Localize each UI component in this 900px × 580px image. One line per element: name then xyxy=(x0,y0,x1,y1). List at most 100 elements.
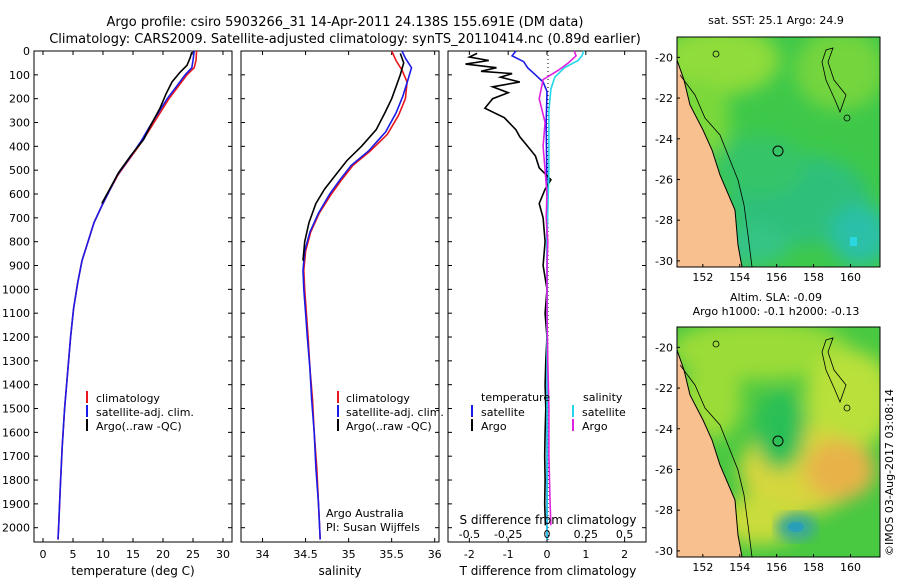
x-tick-label: 35.5 xyxy=(379,548,404,561)
annotation-argo-australia: Argo Australia xyxy=(326,507,404,520)
lat-tick-label: -20 xyxy=(655,51,673,64)
lat-tick-label: -24 xyxy=(655,423,673,436)
legend-label-t-satellite: satellite xyxy=(481,406,525,419)
legend-swatch-satellite xyxy=(337,405,339,417)
lat-tick-label: -20 xyxy=(655,341,673,354)
x-tick-label: 36 xyxy=(428,548,442,561)
x-tick-label: -1 xyxy=(503,548,514,561)
s-tick-label: -0.5 xyxy=(459,528,480,541)
legend-swatch-climatology xyxy=(337,391,339,403)
legend-label-s-argo: Argo xyxy=(582,420,608,433)
x-tick-label: 0 xyxy=(40,548,47,561)
salinity-x-axis: 34 34.5 35 35.5 36 xyxy=(241,50,442,561)
temperature-series xyxy=(57,50,198,540)
x-tick-label: 35 xyxy=(342,548,356,561)
title-line-1: Argo profile: csiro 5903266_31 14-Apr-20… xyxy=(107,15,584,30)
y-tick-label: 0 xyxy=(23,45,30,58)
lon-tick-label: 156 xyxy=(766,271,787,284)
imos-credit: ©IMOS 03-Aug-2017 03:08:14 xyxy=(883,389,896,556)
sst-map-title: sat. SST: 25.1 Argo: 24.9 xyxy=(708,14,844,27)
lon-tick-label: 160 xyxy=(840,271,861,284)
legend-label-satellite: satellite-adj. clim. xyxy=(346,406,444,419)
series-satellite-adj-clim- xyxy=(57,50,195,540)
salinity-axes-box xyxy=(240,50,440,543)
difference-legend: temperature satellite Argo salinity sate… xyxy=(471,391,626,433)
legend-label-satellite: satellite-adj. clim. xyxy=(96,406,194,419)
x-tick-label: 5 xyxy=(70,548,77,561)
x-tick-label: 25 xyxy=(186,548,200,561)
y-tick-label: 1800 xyxy=(2,474,30,487)
sla-map-title-1: Altim. SLA: -0.09 xyxy=(730,291,822,304)
lon-tick-label: 152 xyxy=(692,561,713,574)
series-climatology xyxy=(57,50,198,540)
lat-tick-label: -30 xyxy=(655,255,673,268)
lat-tick-label: -24 xyxy=(655,133,673,146)
salinity-panel: 34 34.5 35 35.5 36 salinity climatology sate… xyxy=(240,50,444,578)
salinity-legend: climatology satellite-adj. clim. Argo(..… xyxy=(337,391,444,433)
lon-tick-label: 156 xyxy=(766,561,787,574)
temperature-xlabel: temperature (deg C) xyxy=(71,564,194,578)
s-tick-label: 0 xyxy=(544,528,551,541)
lat-tick-label: -26 xyxy=(655,173,673,186)
y-tick-label: 900 xyxy=(9,260,30,273)
lat-tick-label: -22 xyxy=(655,92,673,105)
x-tick-label: 1 xyxy=(582,548,589,561)
legend-title-salinity: salinity xyxy=(583,391,623,404)
series-s-argo xyxy=(538,50,578,526)
y-tick-label: 1700 xyxy=(2,450,30,463)
lon-tick-label: 154 xyxy=(729,271,750,284)
s-tick-label: 0.5 xyxy=(616,528,634,541)
difference-panel: -2 -1 0 1 2 S difference from climatology -0… xyxy=(447,50,647,578)
annotation-pi: PI: Susan Wijffels xyxy=(326,521,420,534)
salinity-xlabel: salinity xyxy=(318,564,361,578)
s-difference-ticks: -0.5 -0.25 0 0.25 0.5 xyxy=(459,528,634,541)
y-tick-label: 600 xyxy=(9,188,30,201)
x-tick-label: -2 xyxy=(464,548,475,561)
lat-tick-label: -28 xyxy=(655,504,673,517)
x-tick-label: 15 xyxy=(126,548,140,561)
y-tick-label: 200 xyxy=(9,93,30,106)
legend-swatch-argo xyxy=(337,419,339,431)
temperature-panel: 0100200300400500600700800900100011001200… xyxy=(2,45,233,578)
t-difference-label: T difference from climatology xyxy=(459,564,637,578)
s-tick-label: -0.25 xyxy=(494,528,522,541)
legend-swatch-t-satellite xyxy=(471,405,473,417)
y-tick-label: 2000 xyxy=(2,522,30,535)
y-tick-label: 1300 xyxy=(2,355,30,368)
argo-location-marker xyxy=(772,435,784,447)
legend-swatch-argo xyxy=(86,419,88,431)
legend-swatch-s-satellite xyxy=(572,405,574,417)
series-argo-raw-qc- xyxy=(302,53,405,261)
y-tick-label: 300 xyxy=(9,117,30,130)
series-climatology xyxy=(302,50,408,540)
sla-map-title-2: Argo h1000: -0.1 h2000: -0.13 xyxy=(693,305,860,318)
lon-tick-label: 154 xyxy=(729,561,750,574)
x-tick-label: 0 xyxy=(544,548,551,561)
series-satellite-adj-clim- xyxy=(302,50,413,540)
x-tick-label: 30 xyxy=(216,548,230,561)
legend-label-argo: Argo(..raw -QC) xyxy=(96,420,182,433)
y-tick-label: 500 xyxy=(9,164,30,177)
australia-land xyxy=(677,37,742,267)
x-tick-label: 34.5 xyxy=(293,548,318,561)
s-difference-label: S difference from climatology xyxy=(460,513,637,527)
sst-map: sat. SST: 25.1 Argo: 24.9 152 154 156 158 16 xyxy=(655,14,881,284)
y-tick-label: 1400 xyxy=(2,379,30,392)
legend-label-argo: Argo(..raw -QC) xyxy=(346,420,432,433)
y-tick-label: 1600 xyxy=(2,426,30,439)
y-tick-label: 1200 xyxy=(2,331,30,344)
y-tick-label: 1500 xyxy=(2,403,30,416)
temperature-x-axis: 0 5 10 15 20 25 30 xyxy=(40,50,232,561)
y-tick-label: 1100 xyxy=(2,307,30,320)
legend-label-t-argo: Argo xyxy=(481,420,507,433)
salinity-series xyxy=(302,50,413,540)
y-tick-label: 400 xyxy=(9,140,30,153)
series-s-satellite xyxy=(546,50,585,540)
legend-swatch-climatology xyxy=(86,391,88,403)
legend-label-s-satellite: satellite xyxy=(582,406,626,419)
lon-tick-label: 152 xyxy=(692,271,713,284)
x-tick-label: 34 xyxy=(256,548,270,561)
lat-tick-label: -22 xyxy=(655,382,673,395)
y-tick-label: 700 xyxy=(9,212,30,225)
